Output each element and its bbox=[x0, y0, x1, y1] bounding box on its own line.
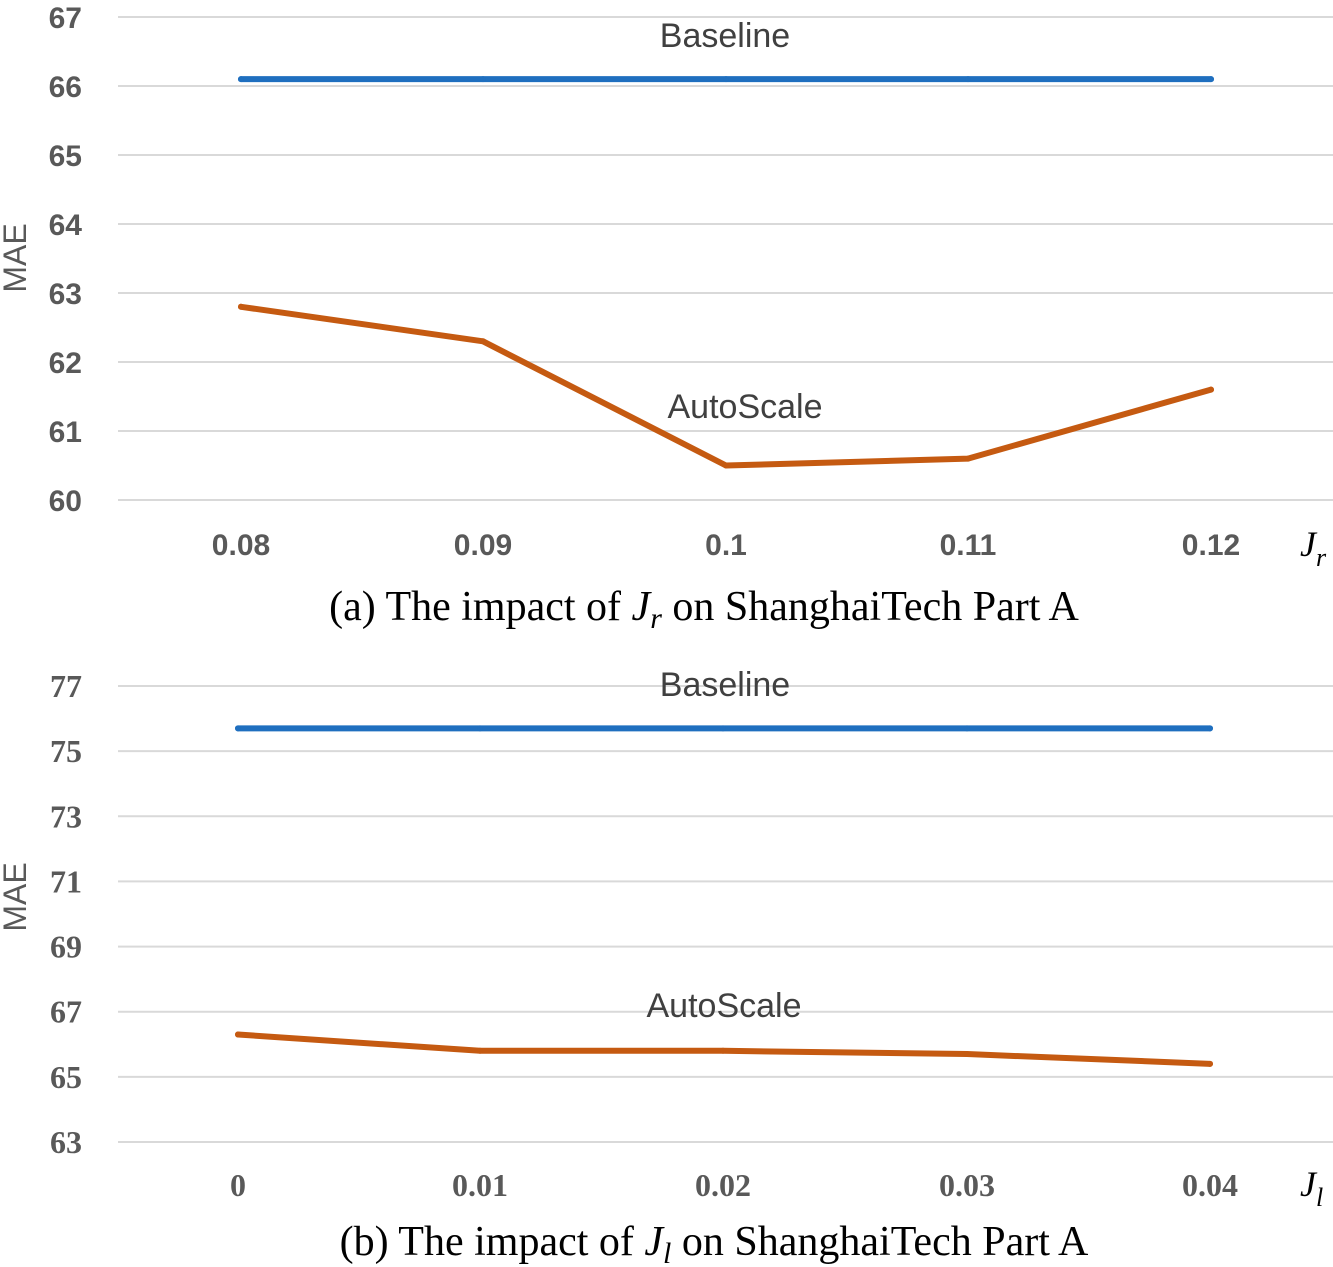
chart-a-y-axis-label: MAE bbox=[0, 223, 33, 292]
chart-a-x-tick: 0.11 bbox=[940, 529, 997, 562]
chart-a-x-tick: 0.12 bbox=[1182, 529, 1240, 562]
chart-b-y-tick: 67 bbox=[50, 994, 82, 1030]
chart-a-caption-prefix: (a) The impact of bbox=[329, 584, 631, 630]
chart-a-y-tick: 60 bbox=[49, 485, 82, 518]
chart-b-y-tick: 75 bbox=[50, 733, 82, 769]
chart-a-y-tick: 62 bbox=[49, 347, 82, 380]
chart-a-caption-symbol: J bbox=[632, 584, 653, 630]
chart-b-baseline-point bbox=[1207, 725, 1213, 732]
chart-b: 63 65 67 69 71 73 75 77 0 0.01 0.02 0.03 0.04 MAE B… bbox=[0, 666, 1333, 1267]
chart-a-caption-subscript: r bbox=[650, 602, 662, 635]
chart-b-y-tick: 73 bbox=[50, 798, 82, 834]
chart-b-baseline-point bbox=[235, 725, 241, 732]
chart-b-x-tick: 0.01 bbox=[452, 1167, 508, 1203]
chart-b-x-tick: 0.02 bbox=[695, 1167, 751, 1203]
chart-b-autoscale-label: AutoScale bbox=[647, 987, 802, 1025]
chart-b-x-ticks: 0 0.01 0.02 0.03 0.04 bbox=[230, 1167, 1238, 1203]
chart-b-autoscale-point bbox=[964, 1051, 970, 1058]
chart-b-caption-suffix: on ShanghaiTech Part A bbox=[671, 1219, 1089, 1265]
chart-b-x-tick: 0.03 bbox=[939, 1167, 995, 1203]
chart-a-y-ticks: 60 61 62 63 64 65 66 67 bbox=[49, 2, 83, 518]
chart-b-y-ticks: 63 65 67 69 71 73 75 77 bbox=[50, 668, 82, 1160]
chart-b-baseline-point bbox=[720, 725, 726, 732]
chart-b-caption: (b) The impact of Jl on ShanghaiTech Par… bbox=[340, 1219, 1089, 1267]
chart-a-autoscale-line bbox=[238, 303, 1214, 469]
chart-a-x-axis-symbol-sub: r bbox=[1316, 543, 1327, 572]
chart-a: 60 61 62 63 64 65 66 67 0.08 0.09 0.1 0.11 0.12 MAE… bbox=[0, 2, 1333, 635]
chart-b-y-axis-label: MAE bbox=[0, 862, 33, 931]
chart-b-caption-subscript: l bbox=[663, 1237, 671, 1267]
chart-b-autoscale-point bbox=[1207, 1060, 1213, 1067]
chart-a-autoscale-point bbox=[1208, 386, 1214, 393]
chart-a-baseline-point bbox=[723, 76, 729, 83]
chart-a-gridlines bbox=[118, 16, 1333, 501]
chart-b-y-tick: 71 bbox=[50, 863, 82, 899]
chart-a-y-tick: 61 bbox=[49, 416, 82, 449]
chart-b-caption-prefix: (b) The impact of bbox=[340, 1219, 645, 1265]
chart-a-baseline-point bbox=[238, 76, 244, 83]
chart-b-caption-symbol: J bbox=[644, 1219, 665, 1265]
chart-b-y-tick: 63 bbox=[50, 1124, 82, 1160]
chart-a-y-tick: 65 bbox=[49, 140, 82, 173]
chart-a-y-tick: 63 bbox=[49, 278, 82, 311]
chart-a-baseline-point bbox=[965, 76, 971, 83]
chart-b-x-axis-symbol: Jl bbox=[1300, 1164, 1323, 1212]
chart-a-y-tick: 67 bbox=[49, 2, 82, 35]
chart-b-gridlines bbox=[118, 685, 1333, 1143]
chart-a-baseline-point bbox=[1208, 76, 1214, 83]
chart-a-y-tick: 66 bbox=[49, 71, 82, 104]
chart-b-x-axis-symbol-sub: l bbox=[1316, 1183, 1323, 1212]
chart-b-x-tick: 0 bbox=[230, 1167, 246, 1203]
chart-a-x-axis-symbol-main: J bbox=[1300, 524, 1318, 564]
chart-a-x-tick: 0.1 bbox=[705, 529, 747, 562]
chart-a-x-axis-symbol: Jr bbox=[1300, 524, 1327, 572]
chart-a-series bbox=[238, 76, 1214, 469]
chart-b-series bbox=[235, 725, 1213, 1067]
chart-b-autoscale-point bbox=[477, 1047, 483, 1054]
chart-b-y-tick: 77 bbox=[50, 668, 82, 704]
chart-a-autoscale-point bbox=[965, 455, 971, 462]
chart-a-autoscale-point bbox=[238, 303, 244, 310]
chart-a-x-ticks: 0.08 0.09 0.1 0.11 0.12 bbox=[212, 529, 1240, 562]
chart-a-autoscale-point bbox=[723, 462, 729, 469]
chart-a-caption-suffix: on ShanghaiTech Part A bbox=[662, 584, 1080, 630]
chart-a-x-tick: 0.09 bbox=[454, 529, 512, 562]
chart-b-autoscale-point bbox=[235, 1031, 241, 1038]
chart-b-x-axis-symbol-main: J bbox=[1300, 1164, 1318, 1204]
chart-b-y-tick: 65 bbox=[50, 1059, 82, 1095]
chart-a-baseline-label: Baseline bbox=[660, 17, 790, 55]
chart-a-baseline-point bbox=[480, 76, 486, 83]
chart-b-baseline-point bbox=[477, 725, 483, 732]
chart-b-baseline-label: Baseline bbox=[660, 666, 790, 704]
chart-a-autoscale-point bbox=[480, 338, 486, 345]
chart-b-x-tick: 0.04 bbox=[1182, 1167, 1238, 1203]
chart-b-y-tick: 69 bbox=[50, 929, 82, 965]
chart-a-y-tick: 64 bbox=[49, 209, 83, 242]
chart-b-baseline-point bbox=[964, 725, 970, 732]
chart-a-x-tick: 0.08 bbox=[212, 529, 270, 562]
chart-b-autoscale-point bbox=[720, 1047, 726, 1054]
chart-a-autoscale-label: AutoScale bbox=[668, 388, 823, 426]
chart-a-caption: (a) The impact of Jr on ShanghaiTech Par… bbox=[329, 584, 1079, 635]
